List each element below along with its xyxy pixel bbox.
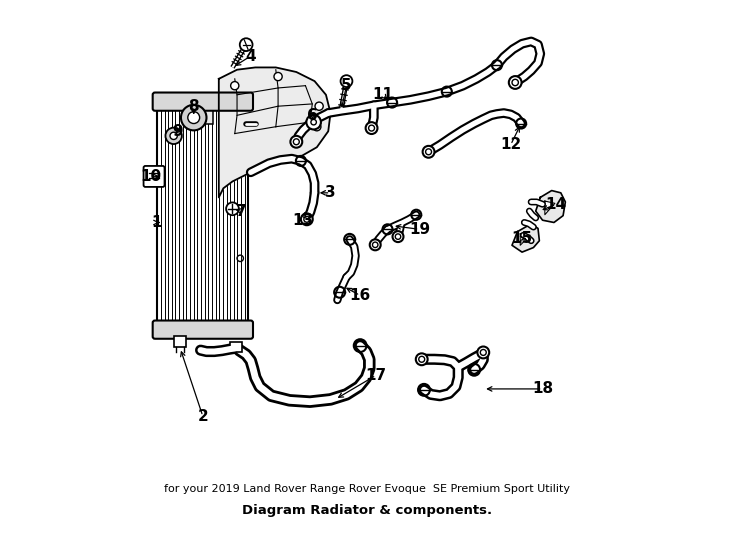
Circle shape [415, 353, 428, 365]
Circle shape [294, 139, 299, 145]
Circle shape [301, 213, 313, 225]
Text: 9: 9 [172, 124, 183, 139]
Circle shape [181, 105, 206, 130]
Circle shape [370, 239, 381, 251]
Circle shape [304, 217, 310, 222]
Text: 13: 13 [293, 213, 313, 228]
Circle shape [396, 234, 401, 239]
Polygon shape [520, 234, 530, 245]
Circle shape [423, 146, 435, 158]
Bar [230, 342, 241, 353]
Circle shape [393, 231, 404, 242]
Text: 11: 11 [372, 87, 393, 102]
Circle shape [480, 349, 486, 355]
Text: for your 2019 Land Rover Range Rover Evoque  SE Premium Sport Utility: for your 2019 Land Rover Range Rover Evo… [164, 484, 570, 494]
Text: 7: 7 [236, 204, 247, 219]
Text: 17: 17 [366, 368, 387, 383]
Text: Diagram Radiator & components.: Diagram Radiator & components. [242, 504, 492, 517]
Circle shape [426, 149, 432, 155]
Text: 19: 19 [409, 222, 430, 237]
Circle shape [509, 76, 522, 89]
Circle shape [311, 119, 316, 125]
Text: 10: 10 [140, 170, 161, 184]
Text: 16: 16 [349, 288, 371, 303]
Circle shape [419, 356, 425, 362]
Circle shape [240, 38, 252, 51]
Text: 18: 18 [532, 381, 553, 396]
Text: 1: 1 [151, 215, 161, 230]
Circle shape [372, 242, 378, 247]
Text: 4: 4 [245, 49, 256, 64]
Text: 2: 2 [197, 409, 208, 424]
Text: 6: 6 [307, 108, 318, 123]
Circle shape [291, 136, 302, 148]
Circle shape [315, 102, 323, 110]
Polygon shape [512, 224, 539, 252]
Text: 14: 14 [545, 197, 567, 212]
Polygon shape [536, 191, 565, 222]
FancyBboxPatch shape [153, 92, 253, 111]
Polygon shape [545, 201, 555, 215]
Circle shape [274, 72, 282, 80]
FancyBboxPatch shape [144, 166, 164, 187]
Circle shape [165, 127, 182, 144]
Circle shape [170, 132, 178, 139]
Circle shape [313, 123, 321, 131]
Circle shape [230, 82, 239, 90]
Circle shape [477, 347, 489, 359]
Circle shape [512, 79, 518, 86]
Circle shape [188, 112, 200, 124]
Circle shape [226, 202, 239, 215]
Bar [174, 336, 186, 347]
FancyBboxPatch shape [153, 321, 253, 339]
Bar [202, 111, 214, 124]
Text: 12: 12 [500, 138, 521, 152]
Text: 15: 15 [512, 231, 533, 246]
Text: 5: 5 [341, 78, 352, 93]
Circle shape [366, 122, 377, 134]
Circle shape [306, 115, 321, 130]
Polygon shape [219, 68, 330, 198]
Text: 3: 3 [325, 185, 336, 200]
Bar [157, 97, 248, 334]
Text: 8: 8 [189, 99, 199, 114]
Circle shape [341, 75, 352, 87]
Circle shape [368, 125, 374, 131]
